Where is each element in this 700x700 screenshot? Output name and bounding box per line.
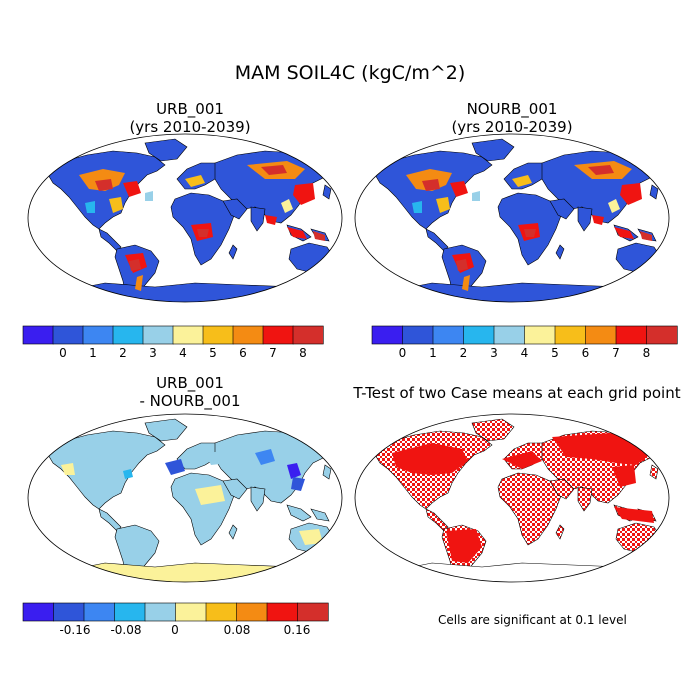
panel-title-diff: URB_001 - NOURB_001 <box>30 374 350 410</box>
colorbar-swatch <box>292 325 324 345</box>
colorbar-swatch <box>236 602 268 622</box>
colorbar-diff-tick: 0 <box>171 623 179 637</box>
colorbar-nourb <box>371 325 678 345</box>
colorbar-nourb-tick: 1 <box>429 346 437 360</box>
colorbar-diff-tick: -0.16 <box>59 623 91 637</box>
colorbar-diff-tick: 0.16 <box>283 623 311 637</box>
colorbar-swatch <box>432 325 465 345</box>
colorbar-urb-tick: 3 <box>149 346 157 360</box>
map-diff <box>27 413 343 583</box>
panel-title-nourb: NOURB_001 (yrs 2010-2039) <box>352 100 672 136</box>
colorbar-swatch <box>463 325 495 345</box>
colorbar-swatch <box>615 325 648 345</box>
panel-title-ttest: T-Test of two Case means at each grid po… <box>352 384 682 402</box>
colorbar-swatch <box>493 325 526 345</box>
colorbar-swatch <box>22 325 54 345</box>
colorbar-swatch <box>205 602 238 622</box>
colorbar-swatch <box>53 602 85 622</box>
colorbar-nourb-tick: 2 <box>459 346 468 360</box>
colorbar-urb-tick: 6 <box>239 346 247 360</box>
colorbar-urb-tick: 4 <box>179 346 187 360</box>
colorbar-swatch <box>52 325 84 345</box>
panel-title-nourb-line2: (yrs 2010-2039) <box>451 118 573 136</box>
colorbar-diff-labels: -0.16 -0.08 0 0.08 0.16 <box>23 623 328 639</box>
map-urb <box>27 133 343 303</box>
panel-title-nourb-line1: NOURB_001 <box>466 100 558 118</box>
colorbar-nourb-tick: 0 <box>398 346 407 360</box>
colorbar-urb-tick: 5 <box>209 346 217 360</box>
panel-title-diff-line1: URB_001 <box>156 374 224 392</box>
colorbar-urb-tick: 1 <box>89 346 97 360</box>
panel-title-ttest-line1: T-Test of two Case means at each grid po… <box>353 384 681 402</box>
colorbar-nourb-tick: 3 <box>490 346 498 360</box>
map-nourb <box>354 133 670 303</box>
colorbar-swatch <box>554 325 587 345</box>
colorbar-swatch <box>144 602 177 622</box>
panel-title-urb: URB_001 (yrs 2010-2039) <box>30 100 350 136</box>
colorbar-nourb-tick: 4 <box>520 346 529 360</box>
colorbar-urb-tick: 7 <box>269 346 277 360</box>
panel-title-diff-line2: - NOURB_001 <box>139 392 241 410</box>
significance-note: Cells are significant at 0.1 level <box>438 613 627 627</box>
colorbar-nourb-labels: 0 1 2 3 4 5 6 7 8 <box>372 346 677 362</box>
figure-title: MAM SOIL4C (kgC/m^2) <box>234 62 466 84</box>
colorbar-swatch <box>202 325 234 345</box>
colorbar-swatch <box>82 325 114 345</box>
colorbar-swatch <box>175 602 207 622</box>
colorbar-swatch <box>114 602 146 622</box>
map-ttest <box>354 413 670 583</box>
colorbar-swatch <box>83 602 116 622</box>
colorbar-diff <box>22 602 329 622</box>
colorbar-swatch <box>22 602 55 622</box>
colorbar-urb-labels: 0 1 2 3 4 5 6 7 8 <box>23 346 323 362</box>
colorbar-urb-tick: 2 <box>119 346 127 360</box>
colorbar-nourb-tick: 6 <box>581 346 590 360</box>
colorbar-urb <box>22 325 324 345</box>
colorbar-swatch <box>646 325 678 345</box>
colorbar-urb-tick: 8 <box>299 346 307 360</box>
colorbar-swatch <box>232 325 264 345</box>
colorbar-swatch <box>524 325 556 345</box>
colorbar-swatch <box>266 602 299 622</box>
colorbar-nourb-tick: 7 <box>612 346 620 360</box>
colorbar-nourb-tick: 5 <box>551 346 559 360</box>
panel-title-urb-line2: (yrs 2010-2039) <box>129 118 251 136</box>
panel-title-urb-line1: URB_001 <box>156 100 224 118</box>
colorbar-diff-tick: -0.08 <box>110 623 142 637</box>
colorbar-swatch <box>371 325 404 345</box>
colorbar-urb-tick: 0 <box>59 346 67 360</box>
colorbar-swatch <box>112 325 144 345</box>
colorbar-nourb-tick: 8 <box>642 346 651 360</box>
colorbar-swatch <box>585 325 617 345</box>
colorbar-swatch <box>402 325 434 345</box>
colorbar-swatch <box>297 602 329 622</box>
colorbar-swatch <box>142 325 174 345</box>
colorbar-swatch <box>262 325 294 345</box>
colorbar-diff-tick: 0.08 <box>223 623 251 637</box>
colorbar-swatch <box>172 325 204 345</box>
